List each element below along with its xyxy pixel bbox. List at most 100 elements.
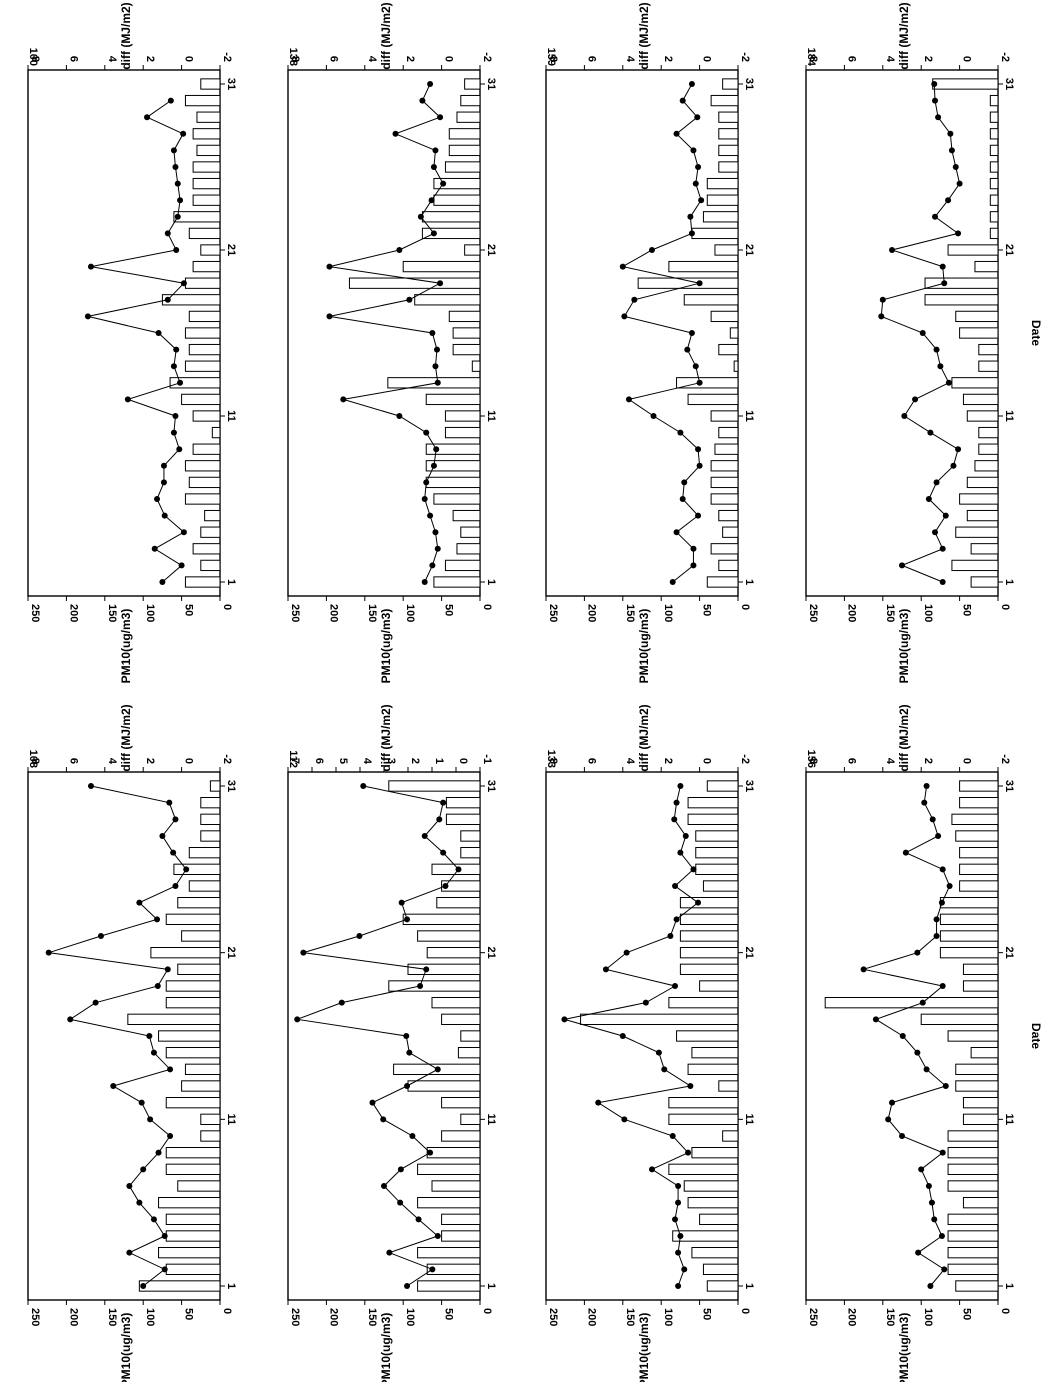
pm10-point — [419, 97, 426, 104]
pm10-point — [386, 1249, 393, 1256]
diff-bar — [433, 493, 481, 505]
diff-bar — [706, 194, 739, 206]
pm10-point — [923, 1066, 930, 1073]
pm10-point — [136, 1199, 143, 1206]
diff-bar — [165, 980, 221, 992]
diff-tick-label: 2 — [922, 758, 934, 764]
diff-tick-label: 4 — [624, 56, 636, 63]
pm10-point — [427, 512, 434, 519]
diff-bar — [421, 227, 481, 240]
diff-bar — [939, 947, 999, 959]
date-tick-label: 31 — [485, 780, 497, 792]
date-tick-label: 21 — [485, 244, 497, 256]
diff-bar — [970, 1047, 999, 1059]
diff-bar — [710, 476, 739, 489]
diff-bar — [947, 244, 999, 256]
diff-bar — [947, 1230, 999, 1242]
diff-bar — [414, 294, 481, 306]
pm10-point — [672, 883, 679, 889]
diff-bar — [947, 1163, 999, 1175]
diff-bar — [962, 1113, 999, 1125]
diff-bar — [710, 94, 739, 107]
pm10-point — [434, 1066, 441, 1073]
pm10-point — [428, 197, 435, 204]
pm10-point — [675, 1283, 682, 1289]
pm10-point — [126, 1183, 133, 1189]
diff-bar — [947, 1130, 999, 1142]
pm10-point — [177, 379, 184, 386]
diff-tick-label: 4 — [361, 758, 373, 765]
diff-bar — [947, 1180, 999, 1192]
diff-bar — [989, 144, 999, 157]
pm10-point — [437, 114, 444, 121]
diff-bar — [184, 1063, 221, 1075]
pm10-point — [409, 1133, 416, 1139]
pm10-point — [695, 446, 702, 453]
diff-tick-label: 6 — [327, 56, 339, 62]
diff-bar — [200, 830, 221, 842]
diff-bar — [441, 1230, 481, 1242]
pm10-point — [164, 966, 171, 973]
diff-bar — [989, 194, 999, 206]
diff-bar — [962, 1097, 999, 1109]
pm10-tick-label: 250 — [29, 604, 41, 622]
diff-tick-label: -2 — [221, 52, 233, 62]
diff-bar — [441, 1097, 481, 1109]
diff-bar — [460, 1030, 481, 1042]
diff-tick-label: 4 — [366, 56, 378, 63]
diff-bar — [702, 211, 739, 223]
pm10-tick-label: 50 — [961, 604, 973, 616]
pm10-point — [170, 363, 177, 370]
diff-bar — [718, 559, 739, 572]
diff-bar — [188, 880, 221, 892]
pm10-point — [177, 197, 184, 204]
pm10-point — [176, 446, 183, 453]
pm10-point — [661, 1066, 668, 1073]
pm10-point — [692, 363, 699, 370]
pm10-point — [687, 1083, 694, 1089]
diff-tick-label: 4 — [884, 758, 896, 765]
pm10-point — [602, 966, 609, 973]
diff-bar — [932, 78, 999, 90]
diff-bar — [169, 377, 221, 389]
pm10-point — [360, 783, 367, 789]
pm10-point — [860, 966, 867, 973]
pm10-tick-label: 50 — [443, 604, 455, 616]
diff-bar — [959, 863, 999, 876]
pm10-point — [939, 579, 946, 585]
diff-bar — [192, 260, 221, 273]
diff-bar — [188, 343, 221, 356]
diff-bar — [417, 1247, 481, 1259]
diff-tick-label: 4 — [106, 56, 118, 63]
pm10-point — [956, 180, 963, 187]
diff-bar — [200, 526, 221, 538]
diff-bar — [425, 393, 481, 406]
pm10-point — [695, 164, 702, 170]
pm10-point — [672, 983, 679, 989]
pm10-point — [167, 97, 174, 104]
pm10-point — [45, 949, 52, 956]
diff-bar — [192, 177, 221, 190]
diff-bar — [444, 410, 481, 422]
diff-bar — [425, 443, 481, 455]
diff-bar — [181, 393, 221, 406]
diff-bar — [722, 526, 739, 538]
diff-bar — [679, 913, 739, 926]
pm10-tick-label: 100 — [404, 604, 416, 622]
diff-bar — [679, 947, 739, 959]
diff-bar — [138, 1280, 221, 1292]
panel-label: 159 — [545, 48, 557, 66]
diff-bar — [127, 1013, 221, 1026]
diff-bar — [417, 930, 481, 942]
diff-bar — [718, 426, 739, 439]
pm10-tick-label: 250 — [289, 1308, 301, 1326]
diff-bar — [204, 509, 221, 522]
diff-bar — [947, 1263, 999, 1275]
pm10-point — [946, 883, 953, 889]
diff-bar — [165, 1097, 221, 1109]
diff-tick-label: 2 — [144, 56, 156, 62]
pm10-tick-label: 0 — [221, 1308, 233, 1314]
diff-bar — [955, 310, 999, 323]
date-tick-label: 21 — [743, 947, 755, 959]
diff-bar — [402, 913, 481, 926]
